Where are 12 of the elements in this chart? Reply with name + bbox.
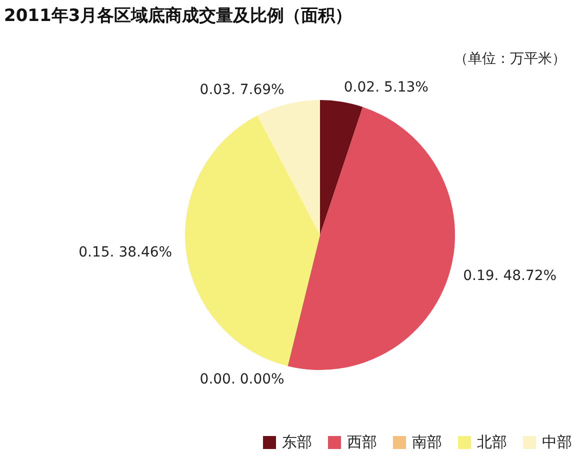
chart-subtitle: （单位：万平米） [454, 50, 566, 68]
data-label: 0.15. 38.46% [78, 244, 172, 261]
text: 0.00. 0.00% [200, 371, 284, 388]
data-label: 0.19. 48.72% [463, 268, 557, 284]
data-label: 0.03. 7.69% [200, 82, 284, 98]
chart-title: 2011年3月各区域底商成交量及比例（面积） [4, 5, 352, 27]
legend-label: 东部 [282, 433, 312, 452]
legend-label: 中部 [542, 433, 572, 452]
legend-label: 西部 [347, 433, 377, 452]
legend-label: 北部 [477, 433, 507, 452]
data-label: 0.02. 5.13% [344, 80, 428, 96]
legend-label: 南部 [412, 433, 442, 452]
